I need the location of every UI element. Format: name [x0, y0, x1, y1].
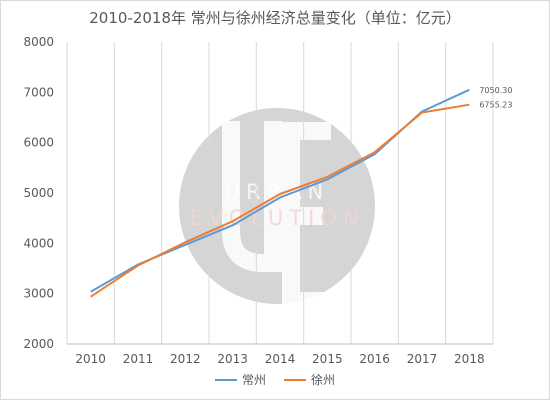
series-lines	[90, 88, 470, 298]
y-tick-label: 8000	[23, 35, 54, 49]
data-label: 6755.23	[479, 101, 512, 110]
legend-label: 常州	[241, 373, 266, 387]
x-axis-ticks: 2010 2011 2012 2013 2014 2015 2016 2017 2018	[75, 352, 484, 366]
watermark-e-shape	[282, 122, 331, 310]
x-tick-label: 2011	[123, 352, 154, 366]
x-tick-label: 2018	[454, 352, 485, 366]
y-tick-label: 2000	[23, 337, 54, 351]
y-tick-label: 5000	[23, 186, 54, 200]
x-tick-label: 2016	[359, 352, 390, 366]
legend-swatch	[214, 378, 237, 381]
x-tick-label: 2017	[407, 352, 438, 366]
x-tick-label: 2015	[312, 352, 343, 366]
gridlines	[66, 42, 494, 344]
x-tick-label: 2013	[217, 352, 248, 366]
chart-title: 2010-2018年 常州与徐州经济总量变化（单位：亿元）	[89, 9, 461, 27]
legend-swatch	[284, 378, 306, 381]
x-tick-label: 2012	[170, 352, 201, 366]
legend: 常州 徐州	[1, 371, 549, 388]
watermark-u-shape	[222, 121, 282, 272]
legend-label: 徐州	[311, 373, 336, 387]
y-axis-ticks: 2000 3000 4000 5000 6000 7000 8000	[23, 35, 54, 351]
watermark-text: EVOLUTION	[189, 206, 364, 230]
x-tick-label: 2010	[75, 352, 106, 366]
data-label: 7050.30	[479, 86, 512, 95]
y-tick-label: 4000	[23, 236, 54, 250]
y-tick-label: 3000	[23, 287, 54, 301]
x-tick-label: 2014	[265, 352, 296, 366]
y-tick-label: 6000	[23, 136, 54, 150]
legend-item-series-1: 常州	[214, 371, 266, 388]
legend-item-series-2: 徐州	[284, 371, 335, 388]
data-labels: 7050.30 6755.23	[479, 86, 512, 110]
y-tick-label: 7000	[23, 85, 54, 99]
